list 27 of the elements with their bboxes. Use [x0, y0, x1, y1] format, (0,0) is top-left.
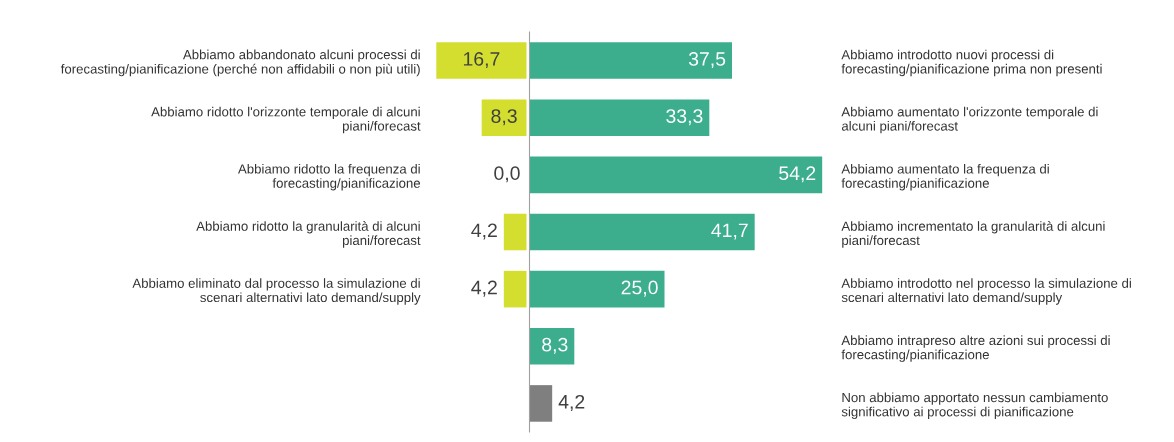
bar — [529, 156, 823, 194]
data-label: 16,7 — [463, 52, 500, 69]
data-label: 54,2 — [779, 166, 816, 183]
data-label: 4,2 — [471, 280, 497, 297]
y-tick-label: Abbiamo intrapreso altre azioni sui processi di forecasting/pianificazione — [841, 335, 1110, 362]
data-label: 4,2 — [558, 394, 585, 411]
y-tick-label: Abbiamo ridotto l'orizzonte temporale di alcuni piani/forecast — [151, 106, 421, 134]
data-label: 33,3 — [666, 109, 703, 126]
data-label: 25,0 — [621, 280, 658, 297]
bar — [529, 385, 553, 422]
data-label: 4,2 — [471, 223, 497, 240]
data-label: 0,0 — [494, 166, 520, 183]
y-tick-label: Abbiamo abbandonato alcuni processi di forecasting/pianificazione (perché non affidabili o non più utili) — [60, 49, 420, 77]
y-tick-label: Abbiamo ridotto la granularità di alcuni piani/forecast — [196, 220, 421, 248]
data-label: 41,7 — [711, 223, 748, 240]
y-tick-label: Abbiamo aumentato l'orizzonte temporale di alcuni piani/forecast — [841, 106, 1098, 134]
y-tick-label: Non abbiamo apportato nessun cambiamento significativo ai processi di pianificazione — [841, 392, 1108, 420]
data-label: 8,3 — [491, 109, 517, 126]
y-tick-label: Abbiamo introdotto nuovi processi di forecasting/pianificazione prima non presenti — [841, 49, 1102, 77]
bar — [529, 328, 575, 365]
y-tick-label: Abbiamo eliminato dal processo la simulazione di scenari alternativi lato demand/supply — [132, 278, 421, 305]
data-label: 37,5 — [688, 52, 726, 69]
y-tick-label: Abbiamo ridotto la frequenza di forecasting/pianificazione — [238, 163, 421, 191]
y-tick-label: Abbiamo incrementato la granularità di alcuni piani/forecast — [841, 220, 1105, 248]
y-tick-label: Abbiamo introdotto nel processo la simulazione di scenari alternativi lato demand/supply — [841, 278, 1131, 305]
y-tick-label: Abbiamo aumentato la frequenza di forecasting/pianificazione — [841, 163, 1049, 191]
data-label: 8,3 — [542, 337, 568, 354]
